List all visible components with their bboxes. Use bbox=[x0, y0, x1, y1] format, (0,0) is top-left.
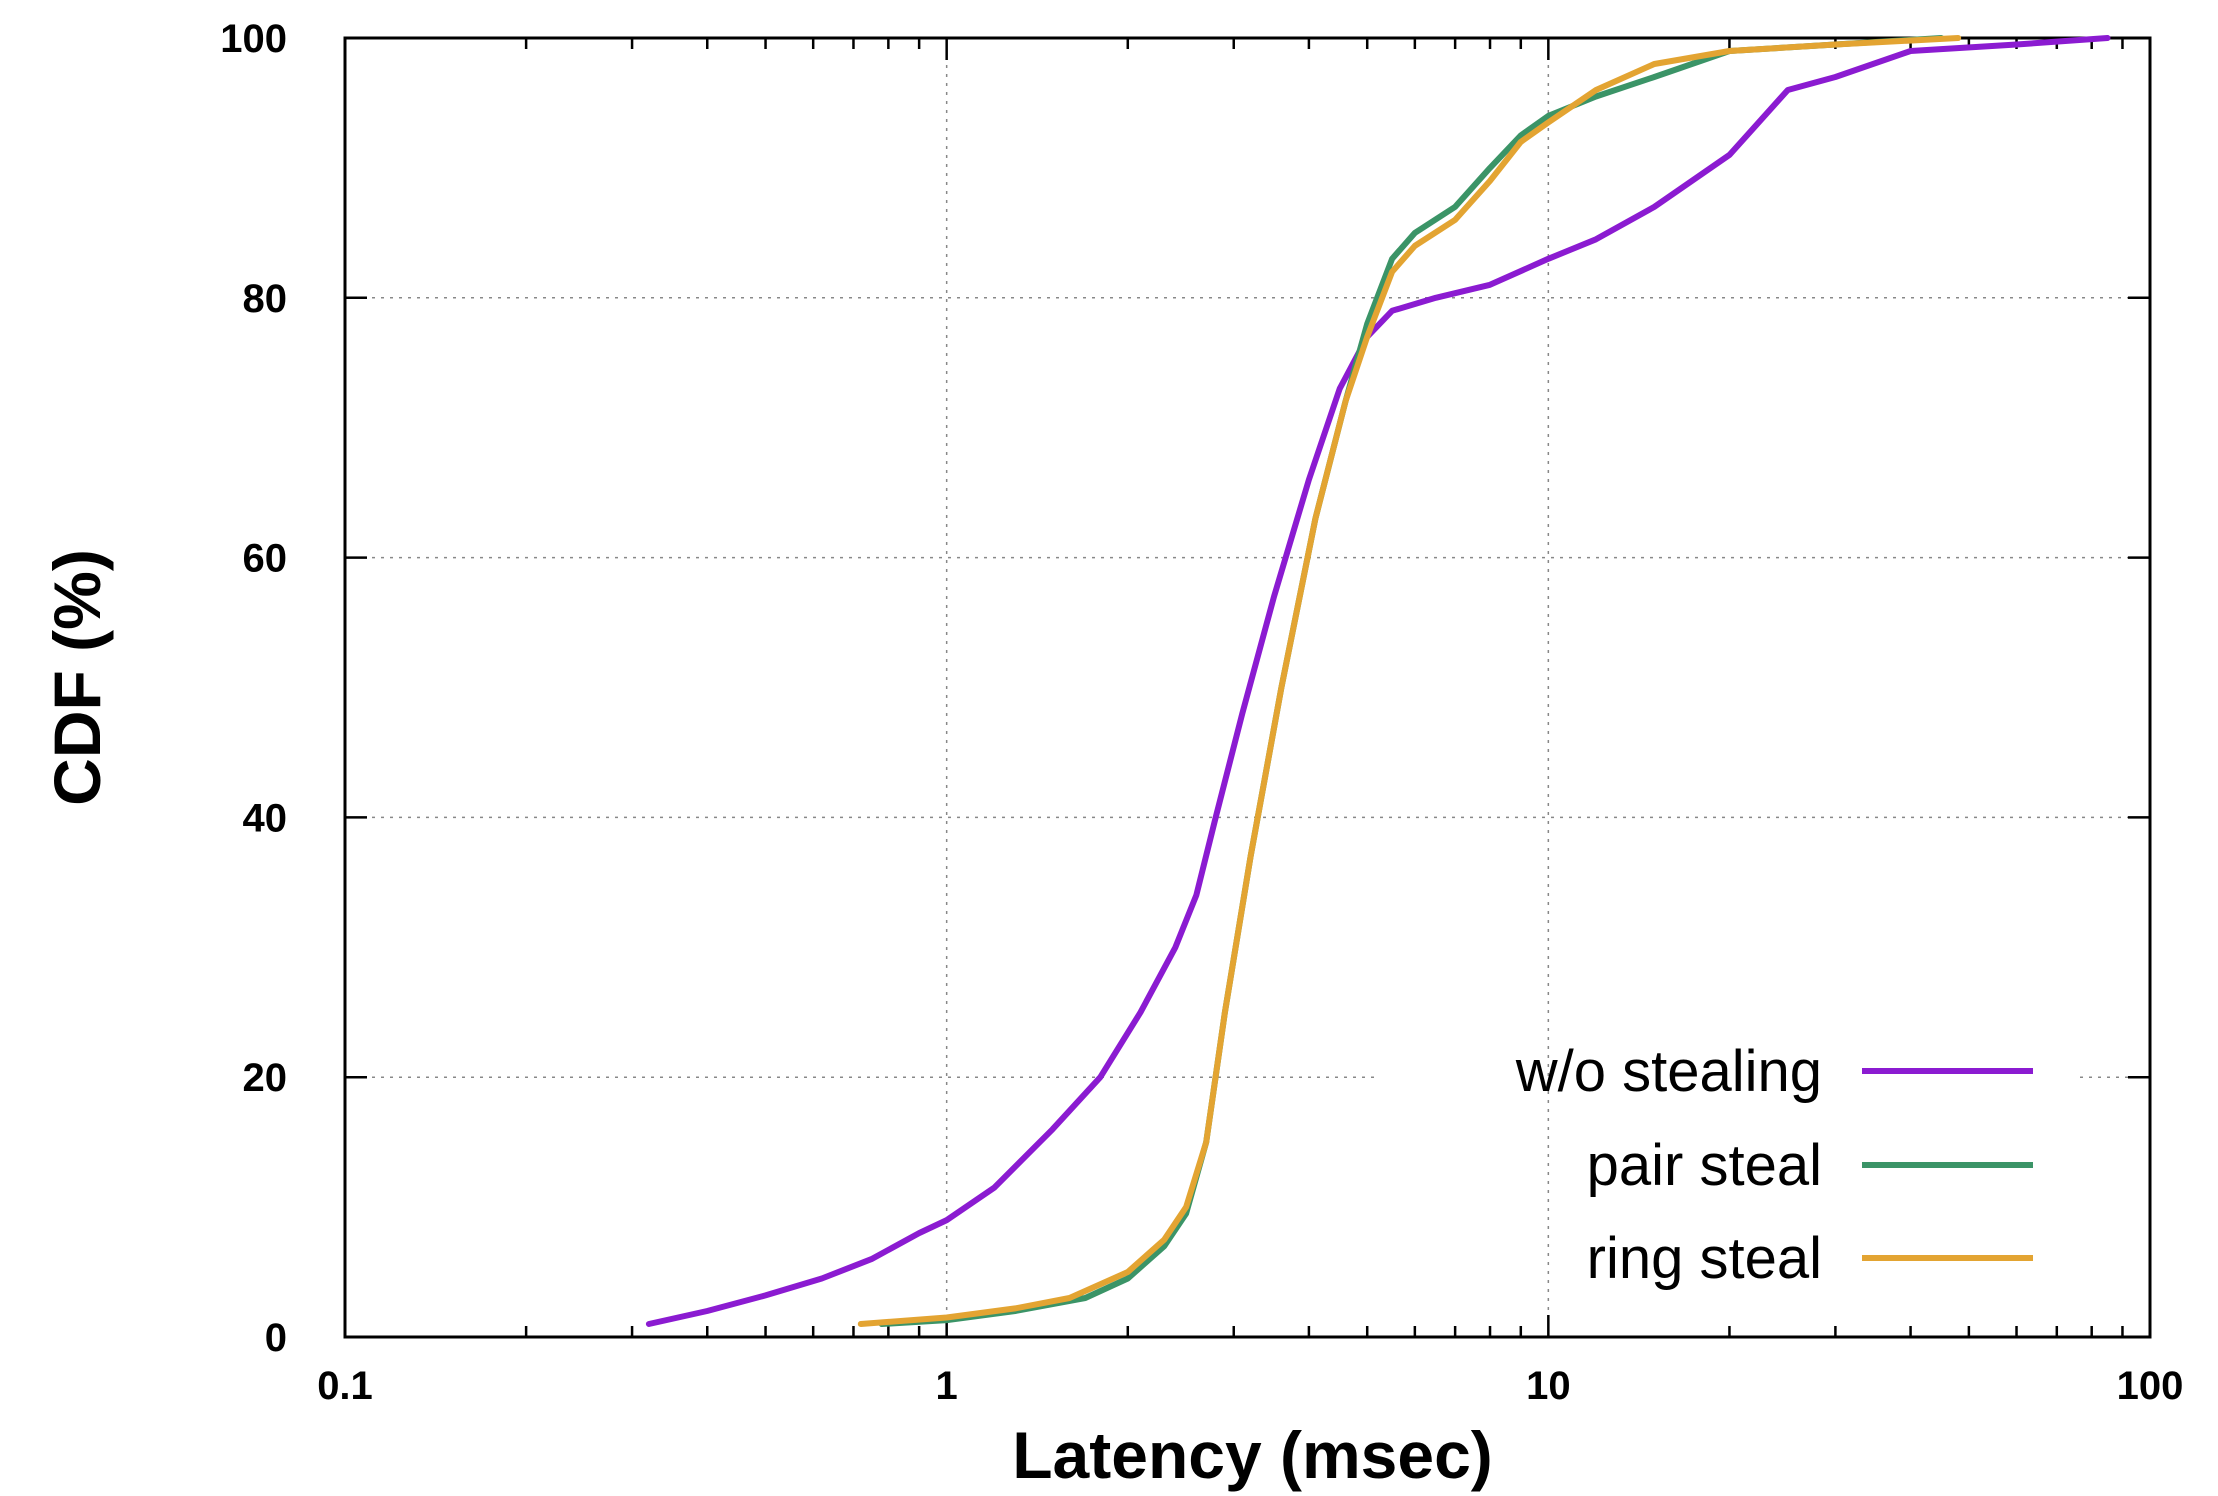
x-tick-label: 1 bbox=[936, 1364, 958, 1408]
legend-label-pair-steal: pair steal bbox=[1587, 1133, 1822, 1198]
y-tick-label: 60 bbox=[243, 537, 288, 581]
tick-labels: 0 20 40 60 80 100 0.1 1 10 100 bbox=[220, 17, 2183, 1408]
y-tick-label: 0 bbox=[265, 1316, 287, 1360]
legend-label-ring-steal: ring steal bbox=[1587, 1226, 1822, 1291]
y-tick-label: 100 bbox=[220, 17, 287, 61]
axis-ticks bbox=[343, 36, 2152, 1339]
y-tick-label: 40 bbox=[243, 796, 288, 840]
y-tick-label: 20 bbox=[243, 1056, 288, 1100]
x-tick-label: 10 bbox=[1526, 1364, 1571, 1408]
series-line-ring-steal bbox=[857, 35, 1962, 1327]
plot-frame bbox=[343, 36, 2152, 1339]
y-axis-title: CDF (%) bbox=[40, 549, 114, 806]
legend: w/o stealing pair steal ring steal bbox=[1515, 1039, 2033, 1291]
series-line-w-o-stealing bbox=[645, 35, 2111, 1327]
grid bbox=[345, 38, 2150, 1337]
x-tick-label: 0.1 bbox=[317, 1364, 373, 1408]
x-axis-title: Latency (msec) bbox=[1012, 1418, 1493, 1492]
x-tick-label: 100 bbox=[2117, 1364, 2184, 1408]
legend-label-w-o-stealing: w/o stealing bbox=[1515, 1039, 1822, 1104]
series-line-pair-steal bbox=[878, 35, 1945, 1327]
series-lines bbox=[645, 35, 2111, 1327]
y-tick-label: 80 bbox=[243, 277, 288, 321]
